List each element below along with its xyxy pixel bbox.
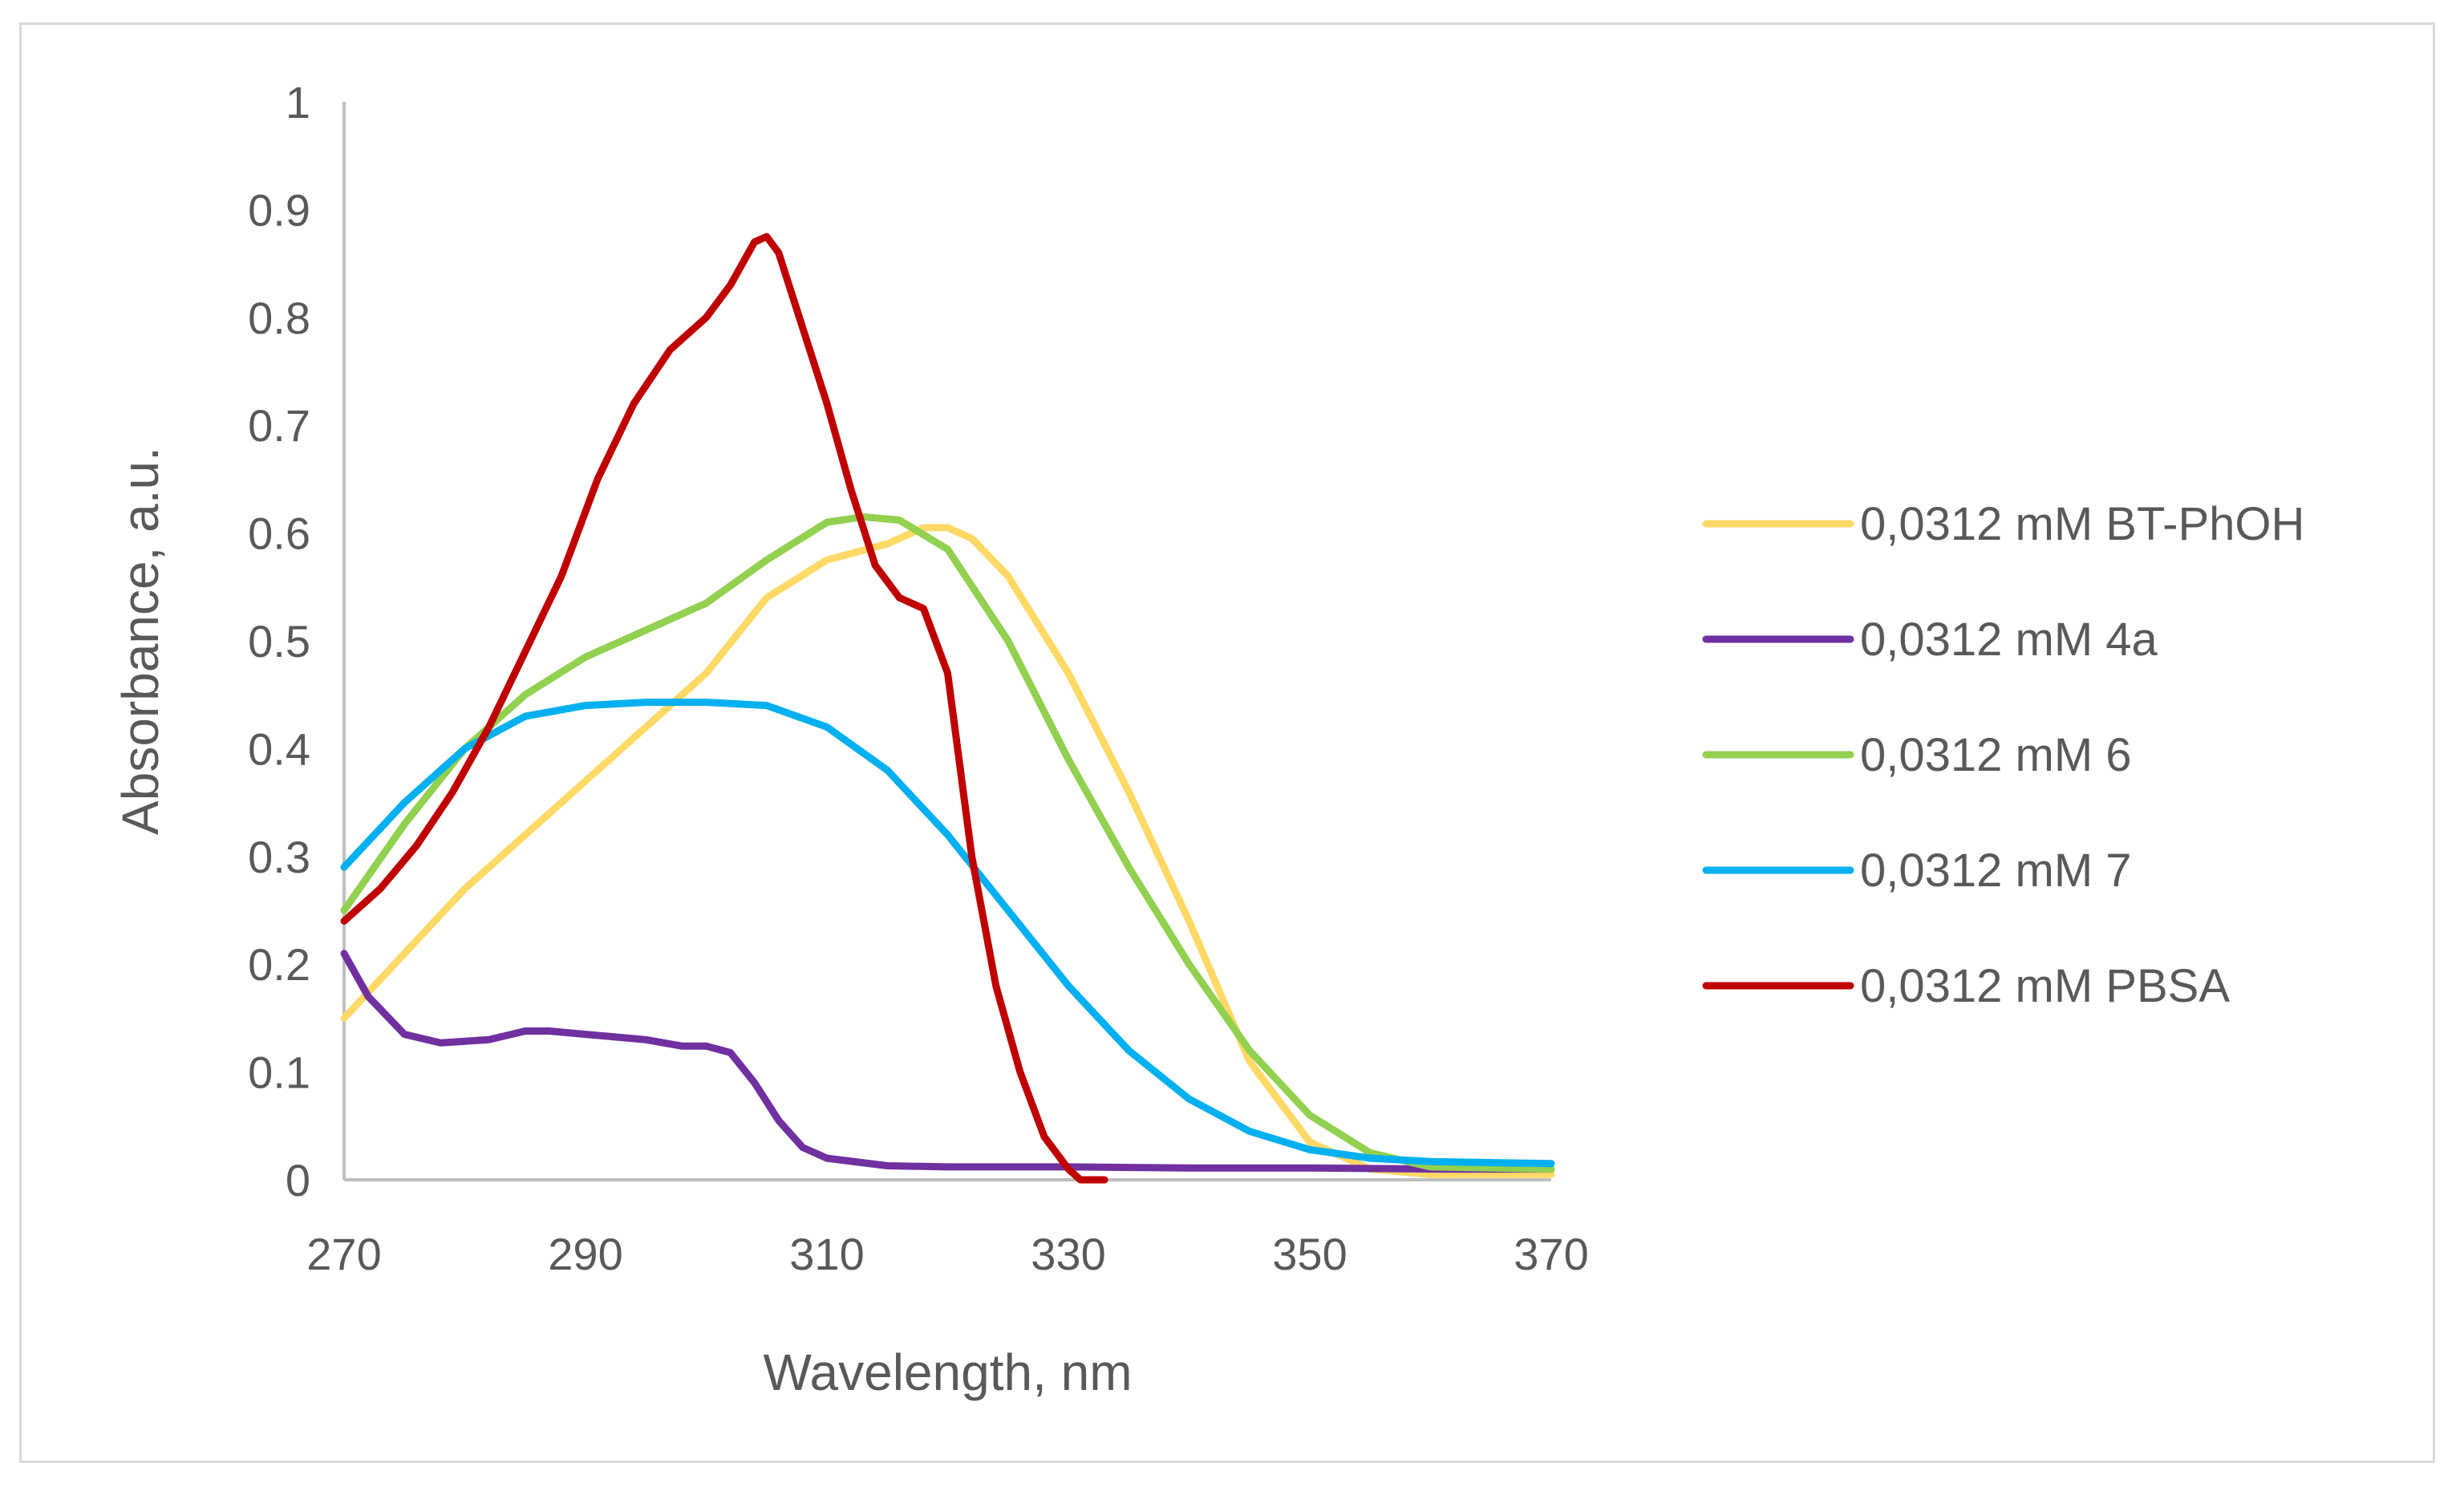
x-tick-labels: 270 290 310 330 350 370: [306, 1229, 1588, 1279]
series-line: [340, 513, 1555, 1173]
series-line: [340, 699, 1555, 1168]
series-lines: [340, 233, 1555, 1184]
series-line: [340, 524, 1555, 1178]
y-tick-label: 0.7: [248, 400, 310, 451]
y-tick-label: 0.9: [248, 184, 310, 235]
x-tick-label: 330: [1031, 1229, 1105, 1279]
legend-label: 0,0312 mM 6: [1860, 729, 2132, 781]
y-tick-label: 0.8: [248, 293, 310, 343]
legend-label: 0,0312 mM BT-PhOH: [1860, 498, 2304, 550]
x-axis-title: Wavelength, nm: [763, 1343, 1132, 1401]
axes: [342, 102, 1551, 1181]
series-line: [340, 233, 1108, 1184]
y-tick-label: 0.6: [248, 508, 310, 559]
legend: 0,0312 mM BT-PhOH 0,0312 mM 4a 0,0312 mM 6…: [1702, 498, 2304, 1012]
y-tick-label: 0.2: [248, 939, 310, 990]
legend-label: 0,0312 mM PBSA: [1860, 960, 2230, 1012]
series-line: [340, 950, 1555, 1173]
y-tick-label: 0.5: [248, 616, 310, 667]
y-tick-label: 0.3: [248, 832, 310, 882]
x-tick-label: 370: [1514, 1229, 1588, 1279]
chart-canvas: 0 0.1 0.2 0.3 0.4 0.5 0.6 0.7 0.8 0.9 1 270 290 310 3…: [111, 77, 2304, 1401]
x-tick-label: 350: [1272, 1229, 1347, 1279]
y-axis-title: Absorbance, a.u.: [111, 447, 169, 835]
legend-label: 0,0312 mM 4a: [1860, 614, 2158, 666]
x-tick-label: 290: [548, 1229, 622, 1279]
y-tick-label: 0.1: [248, 1047, 310, 1098]
y-tick-label: 1: [286, 77, 310, 128]
x-tick-label: 270: [306, 1229, 381, 1279]
chart-frame: 0 0.1 0.2 0.3 0.4 0.5 0.6 0.7 0.8 0.9 1 270 290 310 3…: [19, 22, 2435, 1463]
y-tick-label: 0.4: [248, 723, 310, 774]
y-tick-label: 0: [286, 1155, 310, 1205]
y-tick-labels: 0 0.1 0.2 0.3 0.4 0.5 0.6 0.7 0.8 0.9 1: [248, 77, 310, 1205]
x-tick-label: 310: [789, 1229, 864, 1279]
legend-label: 0,0312 mM 7: [1860, 845, 2132, 897]
